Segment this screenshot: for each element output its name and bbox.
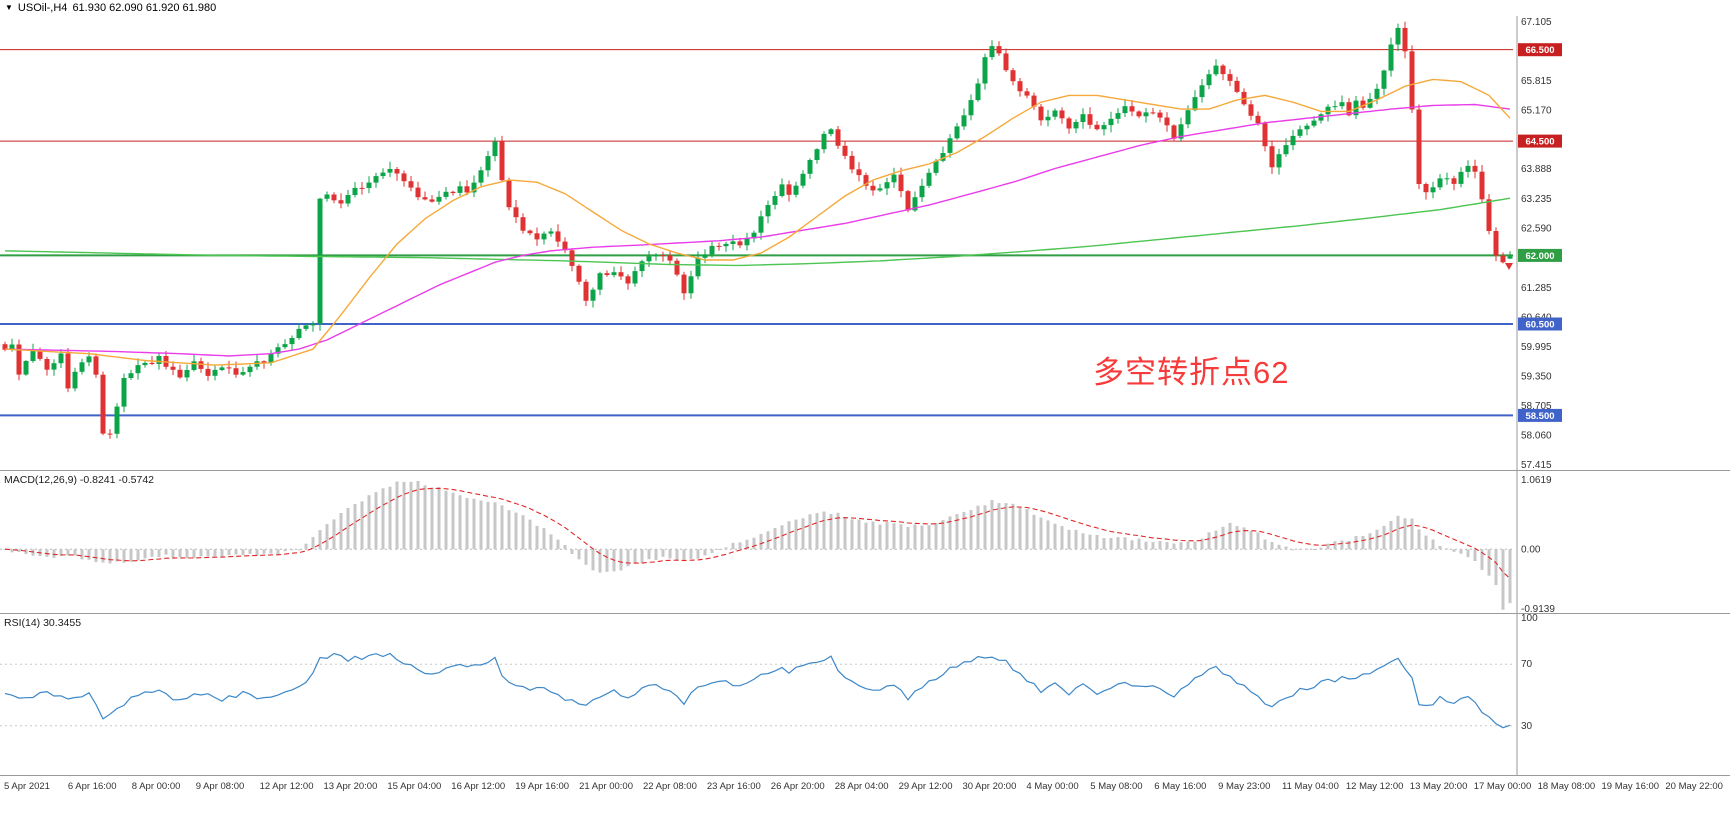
time-axis-label: 12 May 12:00	[1346, 781, 1404, 792]
price-badge-label: 66.500	[1525, 45, 1554, 56]
ma-mid-line	[4, 103, 1511, 357]
ma-slow-line	[4, 197, 1511, 267]
macd-axis-label: 0.00	[1521, 544, 1541, 555]
price-badge	[1518, 248, 1562, 262]
time-axis-label: 9 Apr 08:00	[196, 781, 245, 792]
ma-fast-line	[4, 78, 1511, 366]
rsi-line	[4, 652, 1511, 729]
price-axis[interactable]: 67.105 65.815 65.170 63.888 63.235 62.590 61.2…	[1518, 17, 1562, 471]
time-axis-label: 29 Apr 12:00	[899, 781, 953, 792]
rsi-panel: 100 70 30	[0, 613, 1538, 732]
moving-averages	[4, 78, 1511, 366]
rsi-axis-label: 30	[1521, 721, 1533, 732]
macd-axis-label: 1.0619	[1521, 475, 1552, 486]
macd-indicator-label: MACD(12,26,9) -0.8241 -0.5742	[4, 474, 154, 486]
price-axis-label: 63.888	[1521, 164, 1552, 175]
time-axis-label: 30 Apr 20:00	[963, 781, 1017, 792]
time-axis-label: 6 Apr 16:00	[68, 781, 117, 792]
time-axis-label: 13 Apr 20:00	[324, 781, 378, 792]
time-axis-label: 19 Apr 16:00	[515, 781, 569, 792]
annotation-text: 多空转折点62	[1093, 355, 1290, 390]
time-axis-label: 18 May 08:00	[1538, 781, 1596, 792]
symbol-label: USOil-,H4	[17, 2, 68, 14]
price-badge	[1518, 317, 1562, 331]
price-axis-label: 65.815	[1521, 76, 1552, 87]
price-badge-label: 64.500	[1525, 137, 1554, 148]
time-axis-label: 16 Apr 12:00	[451, 781, 505, 792]
time-axis-label: 12 Apr 12:00	[260, 781, 314, 792]
rsi-axis-label: 100	[1521, 613, 1538, 624]
price-axis-label: 57.415	[1521, 460, 1552, 471]
time-axis[interactable]: 5 Apr 2021 6 Apr 16:00 8 Apr 00:00 9 Apr 08…	[4, 781, 1723, 792]
price-badge-label: 60.500	[1525, 320, 1554, 331]
chart-header: ▼ USOil-,H4 61.930 62.090 61.920 61.980	[5, 2, 216, 14]
panel-separators[interactable]	[0, 16, 1730, 776]
time-axis-label: 6 May 16:00	[1154, 781, 1206, 792]
price-axis-label: 65.170	[1521, 106, 1552, 117]
sell-arrow-icon	[1505, 263, 1513, 270]
time-axis-label: 5 Apr 2021	[4, 781, 50, 792]
chart-collapse-icon[interactable]: ▼	[5, 3, 13, 12]
time-axis-label: 19 May 16:00	[1602, 781, 1660, 792]
time-axis-label: 26 Apr 20:00	[771, 781, 825, 792]
time-axis-label: 22 Apr 08:00	[643, 781, 697, 792]
price-badge-label: 62.000	[1525, 251, 1554, 262]
ohlc-quotes: 61.930 62.090 61.920 61.980	[72, 2, 217, 14]
price-axis-label: 59.350	[1521, 372, 1552, 383]
price-axis-label: 63.235	[1521, 194, 1552, 205]
rsi-axis-label: 70	[1521, 659, 1533, 670]
price-axis-label: 67.105	[1521, 17, 1552, 28]
time-axis-label: 5 May 08:00	[1090, 781, 1142, 792]
time-axis-label: 21 Apr 00:00	[579, 781, 633, 792]
price-badge	[1518, 43, 1562, 57]
macd-signal-line	[4, 487, 1511, 579]
time-axis-label: 9 May 23:00	[1218, 781, 1270, 792]
price-badge	[1518, 408, 1562, 422]
time-axis-label: 8 Apr 00:00	[132, 781, 181, 792]
time-axis-label: 20 May 22:00	[1665, 781, 1723, 792]
rsi-indicator-label: RSI(14) 30.3455	[4, 617, 82, 629]
price-axis-label: 59.995	[1521, 342, 1552, 353]
price-axis-label: 61.285	[1521, 283, 1552, 294]
time-axis-label: 15 Apr 04:00	[387, 781, 441, 792]
time-axis-label: 4 May 00:00	[1026, 781, 1078, 792]
price-badge	[1518, 134, 1562, 148]
candlestick-series	[2, 21, 1513, 439]
price-badge-label: 58.500	[1525, 411, 1554, 422]
time-axis-label: 11 May 04:00	[1282, 781, 1339, 792]
time-axis-label: 13 May 20:00	[1410, 781, 1468, 792]
time-axis-label: 17 May 00:00	[1474, 781, 1532, 792]
time-axis-label: 28 Apr 04:00	[835, 781, 889, 792]
price-axis-label: 58.705	[1521, 401, 1552, 412]
macd-axis-label: -0.9139	[1521, 604, 1555, 615]
price-axis-label: 58.060	[1521, 431, 1552, 442]
time-axis-label: 23 Apr 16:00	[707, 781, 761, 792]
macd-panel: 1.0619 0.00 -0.9139	[0, 475, 1555, 615]
price-axis-label: 62.590	[1521, 223, 1552, 234]
